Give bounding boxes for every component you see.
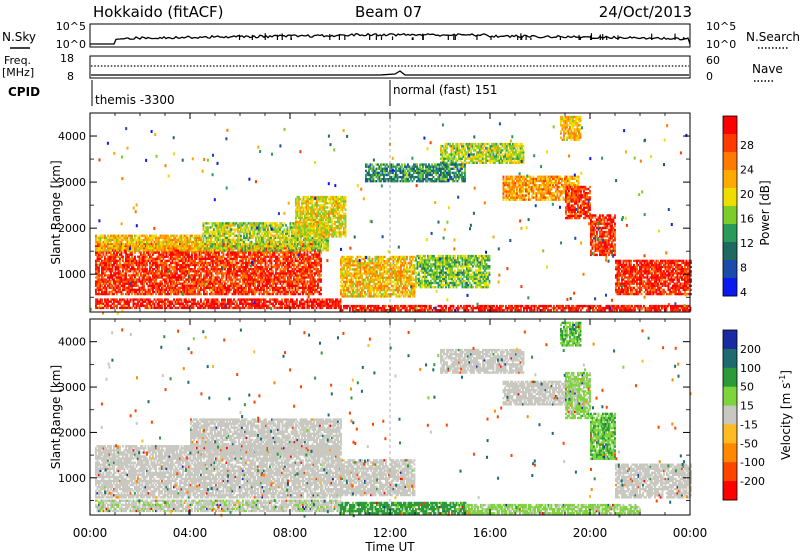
xtick-label-2: 08:00 [273, 526, 308, 540]
power-colorbar-bin-5 [723, 206, 737, 224]
power-colorbar: 28 24 20 16 12 8 4 [723, 116, 754, 299]
nave-axis-top: 60 [706, 54, 720, 67]
nsky-axis-bottom: 10^0 [56, 38, 86, 51]
power-ylabel: Slant Range [km] [49, 160, 63, 264]
velocity-colorbar-bin-6 [723, 443, 737, 462]
beam-title: Beam 07 [355, 3, 422, 21]
power-colorbar-bin-6 [723, 224, 737, 242]
power-region-3 [295, 196, 346, 238]
power-colorbar-tick-2: 20 [740, 188, 754, 201]
velocity-ytick-label-3: 4000 [58, 336, 86, 349]
velocity-colorbar-bin-4 [723, 406, 737, 425]
power-region-5 [340, 256, 415, 298]
velocity-colorbar-bin-7 [723, 462, 737, 481]
xtick-label-3: 12:00 [373, 526, 408, 540]
power-colorbar-bin-2 [723, 152, 737, 170]
nsky-axis-top: 10^5 [56, 20, 86, 33]
power-colorbar-bin-7 [723, 242, 737, 260]
power-colorbar-bin-9 [723, 278, 737, 296]
xtick-label-4: 16:00 [473, 526, 508, 540]
power-colorbar-tick-0: 28 [740, 139, 754, 152]
velocity-colorbar-bin-1 [723, 349, 737, 368]
cpid-mode-normal: normal (fast) 151 [393, 83, 497, 97]
x-axis-label: Time UT [364, 540, 415, 554]
xtick-label-5: 20:00 [573, 526, 608, 540]
velocity-region-1 [190, 418, 342, 455]
freq-axis-top: 18 [60, 52, 74, 65]
freq-axis-bottom: 8 [67, 70, 74, 83]
power-colorbar-bin-0 [723, 116, 737, 134]
velocity-ylabel: Slant Range [km] [49, 365, 63, 469]
velocity-colorbar-tick-3: 15 [740, 400, 754, 413]
power-colorbar-label: Power [dB] [758, 180, 772, 245]
date-title: 24/Oct/2013 [599, 3, 692, 21]
nave-axis-bottom: 0 [706, 70, 713, 83]
nsearch-axis-top: 10^5 [706, 20, 736, 33]
power-region-8 [440, 143, 524, 164]
velocity-colorbar-tick-0: 200 [740, 343, 761, 356]
power-colorbar-tick-6: 4 [740, 286, 747, 299]
xtick-label-0: 00:00 [73, 526, 108, 540]
nsky-label: N.Sky [2, 30, 36, 44]
velocity-ytick-label-0: 1000 [58, 472, 86, 485]
cpid-label: CPID [8, 85, 40, 99]
velocity-colorbar-tick-2: 50 [740, 381, 754, 394]
velocity-colorbar-tick-7: -200 [740, 475, 765, 488]
velocity-colorbar-bin-8 [723, 481, 737, 500]
velocity-colorbar-bin-3 [723, 387, 737, 406]
power-colorbar-bin-8 [723, 260, 737, 278]
velocity-colorbar-bin-5 [723, 424, 737, 443]
nsky-trace [90, 33, 690, 44]
velocity-colorbar: 200 100 50 15 -15 -50 -100 -200 [723, 330, 765, 500]
power-region-7 [340, 305, 691, 311]
power-ytick-label-3: 4000 [58, 130, 86, 143]
power-colorbar-tick-3: 16 [740, 213, 754, 226]
power-region-14 [560, 116, 581, 141]
nsearch-label: N.Search [746, 30, 800, 44]
xtick-label-6: 00:00 [673, 526, 708, 540]
xtick-label-1: 04:00 [173, 526, 208, 540]
freq-trace [91, 71, 689, 75]
cpid-mode-themis: themis -3300 [95, 93, 175, 107]
velocity-colorbar-tick-5: -50 [740, 437, 758, 450]
nsearch-axis-bottom: 10^0 [706, 38, 736, 51]
nave-label: Nave [752, 62, 783, 76]
velocity-colorbar-label: Velocity [m s-1] [778, 370, 793, 460]
power-ytick-label-0: 1000 [58, 268, 86, 281]
freq-label-line2: [MHz] [2, 66, 34, 79]
power-colorbar-bin-1 [723, 134, 737, 152]
velocity-colorbar-tick-1: 100 [740, 362, 761, 375]
velocity-colorbar-bin-0 [723, 330, 737, 349]
power-region-1 [95, 235, 203, 252]
power-colorbar-tick-5: 8 [740, 262, 747, 275]
power-colorbar-bin-3 [723, 170, 737, 188]
velocity-colorbar-tick-6: -100 [740, 456, 765, 469]
velocity-colorbar-tick-4: -15 [740, 418, 758, 431]
power-colorbar-tick-4: 12 [740, 237, 754, 250]
power-colorbar-bin-4 [723, 188, 737, 206]
velocity-colorbar-bin-2 [723, 368, 737, 387]
station-title: Hokkaido (fitACF) [93, 3, 224, 21]
power-colorbar-tick-1: 24 [740, 164, 754, 177]
